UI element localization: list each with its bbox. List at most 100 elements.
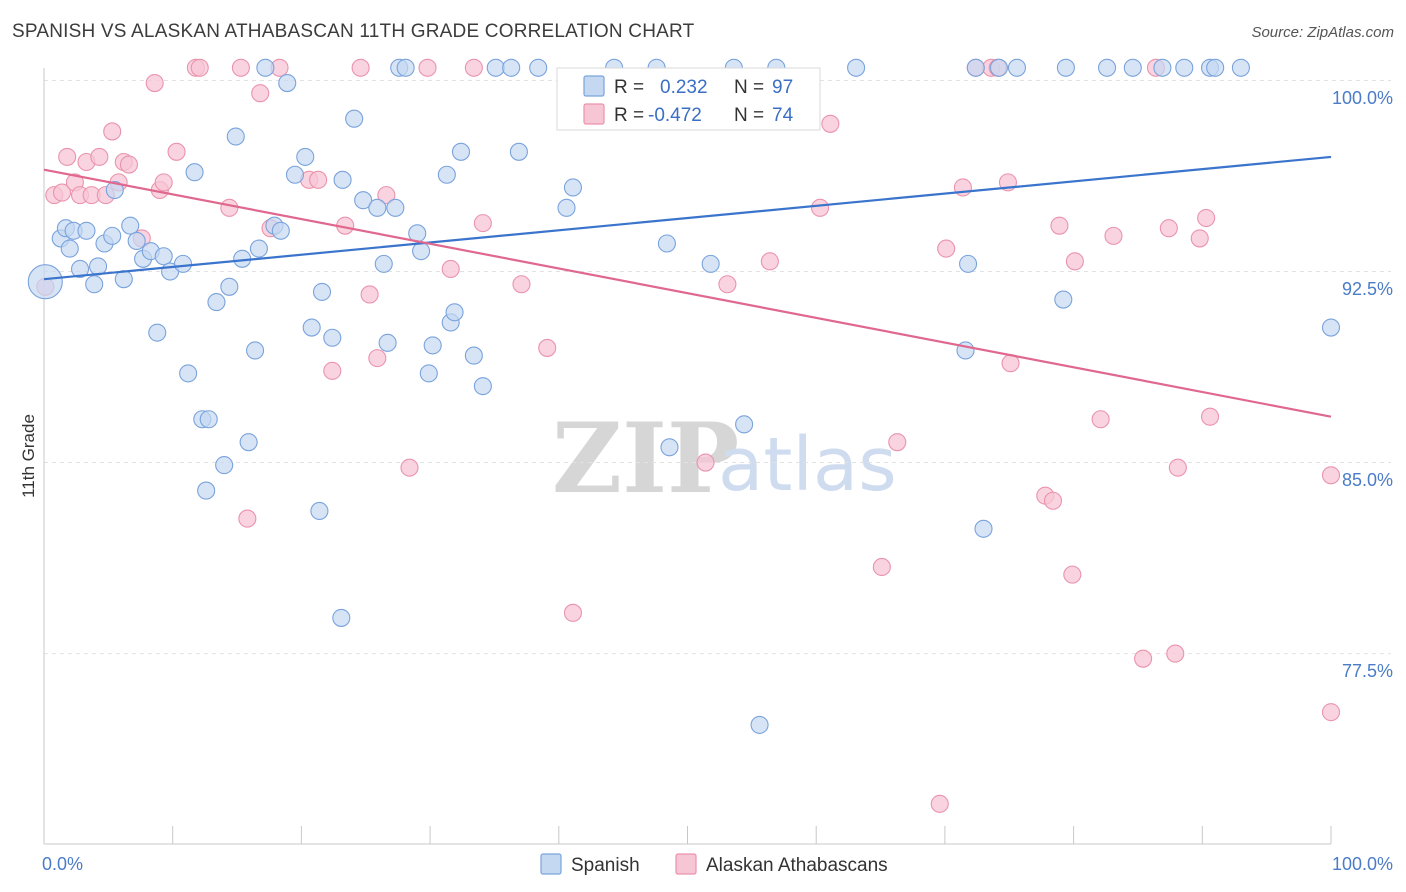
spanish-point-63 bbox=[473, 377, 492, 396]
athabascan-r-label: R = bbox=[614, 105, 644, 126]
spanish-point-87 bbox=[1054, 290, 1073, 309]
athabascan-point-38 bbox=[464, 58, 483, 77]
spanish-point-24 bbox=[197, 481, 216, 500]
athabascan-point-28 bbox=[309, 170, 328, 189]
athabascan-point-40 bbox=[512, 275, 531, 294]
athabascan-trend-line bbox=[43, 168, 1332, 418]
athabascan-point-21 bbox=[220, 198, 239, 217]
athabascan-point-37 bbox=[441, 259, 460, 279]
athabascan-point-49 bbox=[888, 433, 907, 452]
athabascan-point-47 bbox=[821, 114, 840, 133]
spanish-point-94 bbox=[1206, 58, 1225, 77]
spanish-point-45 bbox=[332, 608, 351, 627]
athabascan-point-64 bbox=[1104, 226, 1123, 245]
athabascan-point-39 bbox=[473, 214, 492, 233]
athabascan-point-46 bbox=[811, 198, 830, 217]
athabascan-point-71 bbox=[1197, 208, 1216, 228]
spanish-point-89 bbox=[1098, 58, 1117, 77]
athabascan-point-33 bbox=[368, 349, 387, 368]
athabascan-point-72 bbox=[1200, 407, 1220, 426]
spanish-point-41 bbox=[310, 501, 329, 520]
spanish-point-90 bbox=[1123, 58, 1142, 77]
athabascan-point-69 bbox=[1168, 458, 1187, 477]
spanish-point-68 bbox=[557, 198, 576, 217]
athabascan-point-63 bbox=[1091, 410, 1110, 429]
athabascan-point-36 bbox=[418, 58, 437, 77]
spanish-point-25 bbox=[199, 410, 218, 429]
spanish-point-26 bbox=[207, 293, 226, 312]
spanish-point-51 bbox=[386, 198, 405, 217]
spanish-bottom-swatch[interactable] bbox=[540, 853, 562, 875]
spanish-point-11 bbox=[105, 180, 124, 200]
spanish-point-42 bbox=[312, 282, 332, 301]
spanish-point-56 bbox=[419, 364, 438, 383]
athabascan-point-62 bbox=[1065, 252, 1084, 271]
spanish-point-61 bbox=[451, 142, 471, 161]
spanish-point-31 bbox=[239, 433, 258, 452]
y-tick-label-100: 100.0% bbox=[1332, 88, 1393, 108]
spanish-point-20 bbox=[173, 254, 193, 273]
spanish-point-48 bbox=[368, 198, 387, 217]
spanish-point-73 bbox=[657, 234, 676, 253]
athabascan-point-18 bbox=[167, 142, 186, 161]
spanish-point-82 bbox=[959, 254, 978, 273]
spanish-point-5 bbox=[70, 259, 90, 279]
spanish-point-6 bbox=[77, 221, 96, 240]
spanish-point-38 bbox=[285, 165, 305, 184]
spanish-point-88 bbox=[1056, 58, 1075, 77]
athabascan-point-73 bbox=[1321, 466, 1341, 485]
spanish-point-64 bbox=[486, 58, 505, 77]
spanish-point-3 bbox=[60, 239, 79, 258]
athabascan-point-34 bbox=[377, 186, 396, 205]
y-tick-label-77-5: 77.5% bbox=[1342, 661, 1393, 681]
spanish-point-27 bbox=[215, 456, 234, 475]
spanish-point-43 bbox=[323, 328, 342, 347]
athabascan-point-43 bbox=[696, 453, 715, 472]
spanish-bottom-label[interactable]: Spanish bbox=[571, 855, 640, 876]
spanish-point-36 bbox=[271, 221, 290, 240]
spanish-point-40 bbox=[302, 318, 321, 337]
athabascan-point-41 bbox=[538, 338, 557, 357]
chart-source: Source: ZipAtlas.com bbox=[1251, 24, 1394, 41]
y-axis-label: 11th Grade bbox=[19, 414, 38, 498]
spanish-point-49 bbox=[374, 254, 393, 273]
athabascan-point-70 bbox=[1190, 229, 1209, 248]
spanish-point-50 bbox=[378, 333, 397, 352]
spanish-r-value: 0.232 bbox=[660, 77, 708, 98]
athabascan-point-10 bbox=[103, 122, 122, 141]
spanish-point-83 bbox=[966, 58, 985, 77]
spanish-point-65 bbox=[502, 58, 521, 77]
athabascan-point-31 bbox=[351, 58, 370, 77]
spanish-point-80 bbox=[847, 58, 866, 77]
spanish-point-77 bbox=[735, 415, 754, 434]
athabascan-point-74 bbox=[1321, 703, 1341, 722]
spanish-n-value: 97 bbox=[772, 77, 793, 98]
watermark-atlas: atlas bbox=[718, 422, 897, 508]
athabascan-point-48 bbox=[872, 557, 891, 577]
athabascan-point-51 bbox=[937, 239, 956, 258]
spanish-point-84 bbox=[974, 519, 993, 538]
athabascan-bottom-swatch[interactable] bbox=[675, 853, 697, 875]
spanish-r-label: R = bbox=[614, 77, 644, 98]
spanish-point-28 bbox=[220, 277, 239, 296]
athabascan-point-60 bbox=[1050, 216, 1069, 235]
spanish-legend-swatch bbox=[583, 75, 605, 97]
athabascan-point-65 bbox=[1134, 649, 1153, 668]
spanish-point-74 bbox=[660, 438, 679, 457]
athabascan-n-value: 74 bbox=[772, 105, 794, 126]
trend-lines bbox=[43, 155, 1332, 418]
grid-lines bbox=[44, 80, 1391, 655]
spanish-point-59 bbox=[445, 303, 464, 322]
athabascan-point-67 bbox=[1159, 219, 1178, 238]
spanish-point-22 bbox=[185, 163, 204, 182]
athabascan-r-value: -0.472 bbox=[648, 105, 702, 126]
athabascan-point-61 bbox=[1063, 565, 1082, 584]
athabascan-bottom-label[interactable]: Alaskan Athabascans bbox=[706, 855, 888, 876]
spanish-point-86 bbox=[1007, 58, 1027, 77]
athabascan-point-29 bbox=[323, 361, 342, 380]
athabascan-point-35 bbox=[400, 458, 419, 477]
athabascan-point-17 bbox=[154, 173, 173, 192]
athabascan-point-2 bbox=[52, 183, 72, 202]
spanish-point-95 bbox=[1231, 58, 1250, 77]
athabascan-point-23 bbox=[238, 509, 257, 528]
